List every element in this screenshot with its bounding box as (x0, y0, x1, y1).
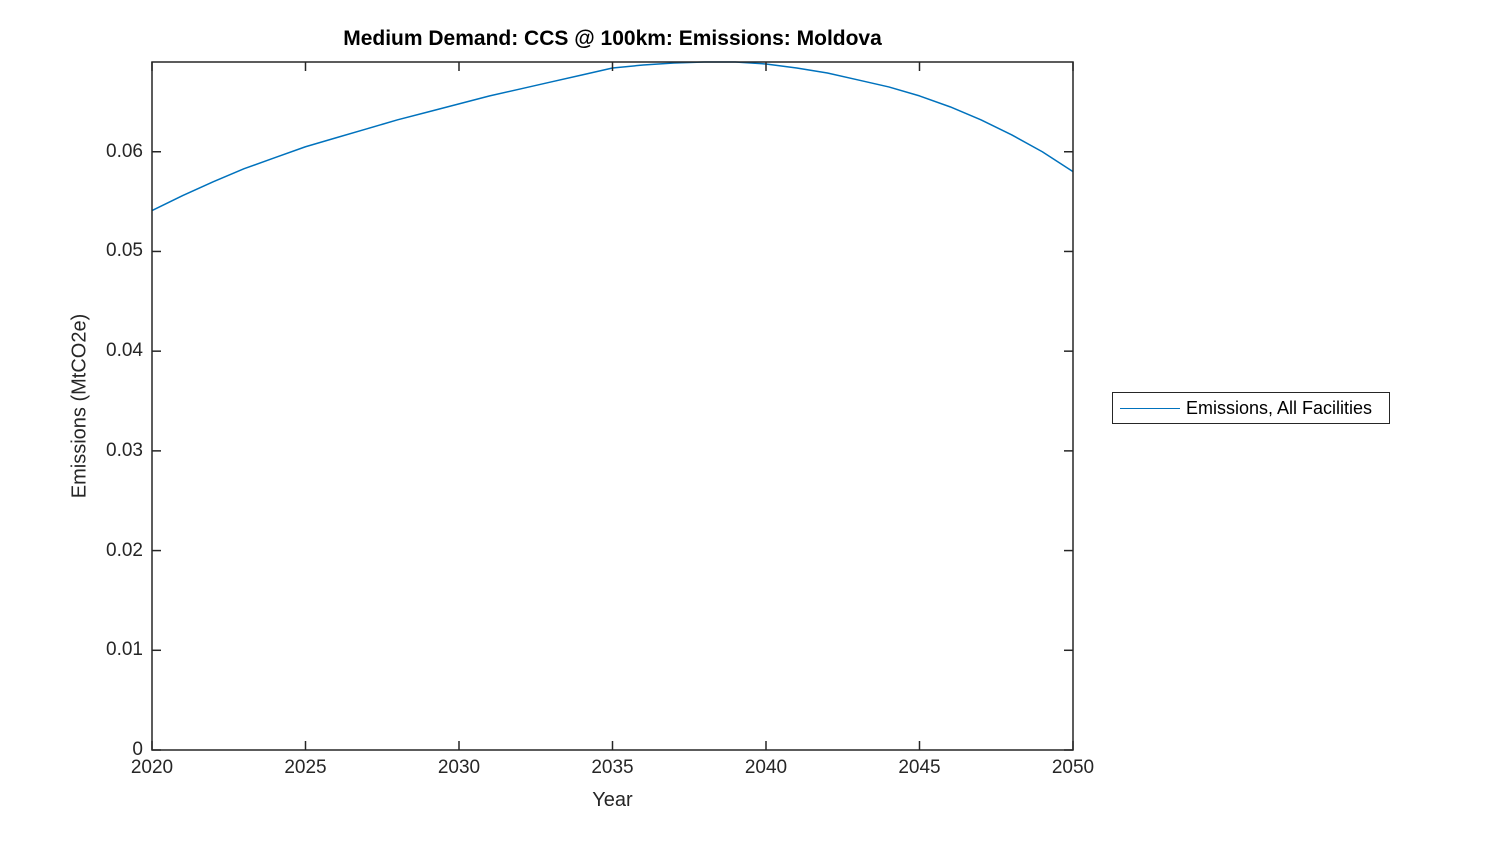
x-axis-label: Year (592, 789, 633, 811)
emissions-line (151, 61, 1074, 212)
y-tick-label: 0.06 (106, 140, 143, 162)
legend-box: Emissions, All Facilities (1112, 392, 1390, 424)
chart-title: Medium Demand: CCS @ 100km: Emissions: M… (343, 27, 882, 50)
x-tick-label: 2045 (898, 757, 941, 778)
y-tick-label: 0.01 (106, 639, 143, 661)
x-tick-label: 2035 (591, 757, 634, 778)
legend-line-sample (1120, 407, 1180, 409)
x-tick-label: 2040 (744, 757, 788, 778)
y-tick-label: 0.03 (106, 439, 143, 461)
y-tick-label: 0.02 (106, 539, 143, 561)
y-tick-label: 0.04 (106, 340, 143, 362)
y-tick-label: 0 (132, 739, 143, 760)
y-tick-label: 0.05 (106, 240, 143, 262)
x-tick-label: 2020 (130, 757, 174, 778)
x-tick-label: 2025 (284, 757, 327, 778)
legend-label: Emissions, All Facilities (1186, 397, 1373, 418)
x-tick-label: 2030 (437, 757, 481, 778)
x-tick-label: 2050 (1051, 757, 1095, 778)
axes-box (151, 61, 1074, 751)
